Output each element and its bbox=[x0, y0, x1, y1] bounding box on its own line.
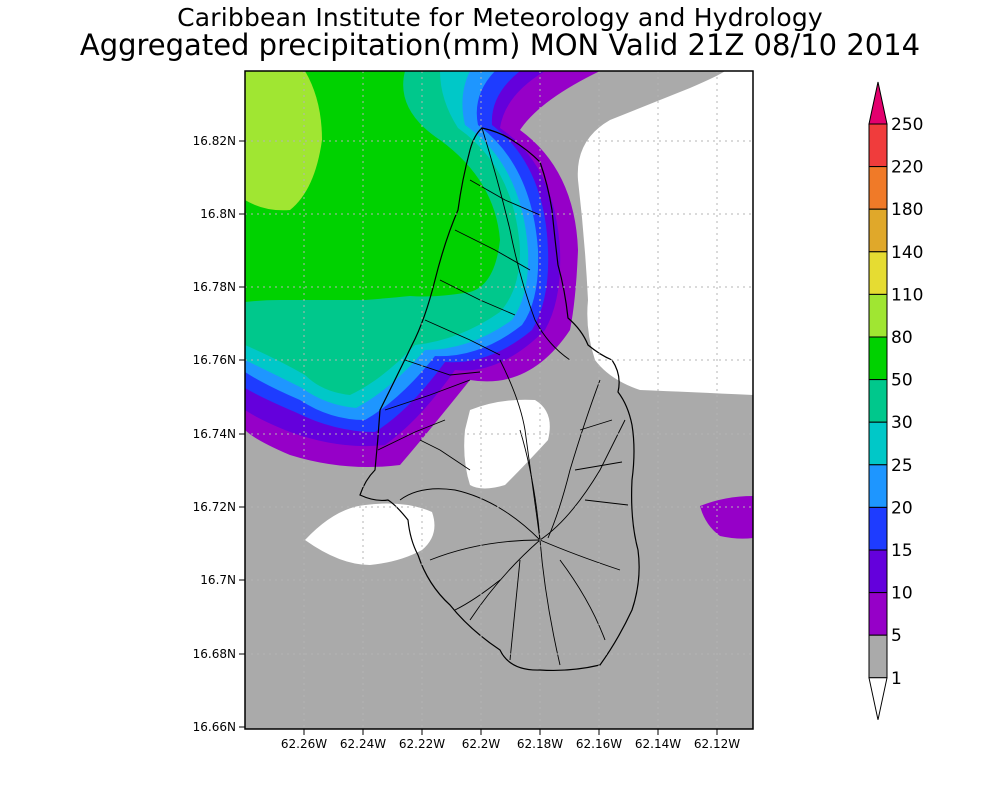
lat-tick-label: 16.78N bbox=[193, 280, 236, 294]
lat-tick-label: 16.7N bbox=[200, 573, 236, 587]
colorbar-label: 25 bbox=[891, 456, 913, 476]
colorbar-label: 5 bbox=[891, 626, 902, 646]
colorbar-label: 80 bbox=[891, 328, 913, 348]
island-coastline bbox=[359, 127, 640, 672]
latitude-axis: 16.82N 16.8N 16.78N 16.76N 16.74N 16.72N… bbox=[193, 134, 245, 734]
colorbar-label: 140 bbox=[891, 243, 923, 263]
colorbar-label: 180 bbox=[891, 200, 923, 220]
colorbar-label: 10 bbox=[891, 584, 913, 604]
colorbar-legend: 250 220 180 140 110 80 50 30 25 20 15 10 5 1 bbox=[868, 81, 923, 720]
longitude-axis: 62.26W 62.24W 62.22W 62.2W 62.18W 62.16W… bbox=[281, 729, 740, 751]
colorbar-label: 50 bbox=[891, 371, 913, 391]
lat-tick-label: 16.72N bbox=[193, 500, 236, 514]
lat-tick-label: 16.74N bbox=[193, 427, 236, 441]
lat-tick-label: 16.76N bbox=[193, 353, 236, 367]
colorbar-label: 110 bbox=[891, 285, 923, 305]
colorbar-label: 15 bbox=[891, 541, 913, 561]
colorbar-swatch bbox=[868, 336, 888, 381]
colorbar-label: 220 bbox=[891, 158, 923, 178]
colorbar-swatch bbox=[868, 208, 888, 253]
lat-tick-label: 16.68N bbox=[193, 647, 236, 661]
colorbar-bottom-arrow bbox=[868, 677, 888, 720]
lon-tick-label: 62.26W bbox=[281, 737, 327, 751]
precipitation-field bbox=[245, 71, 753, 729]
lon-tick-label: 62.24W bbox=[340, 737, 386, 751]
lon-tick-label: 62.18W bbox=[517, 737, 563, 751]
lon-tick-label: 62.22W bbox=[399, 737, 445, 751]
lon-tick-label: 62.12W bbox=[694, 737, 740, 751]
colorbar-top-arrow bbox=[868, 81, 888, 125]
colorbar-swatch bbox=[868, 379, 888, 423]
colorbar-label: 1 bbox=[891, 669, 902, 689]
lon-tick-label: 62.14W bbox=[635, 737, 681, 751]
band-below-1-east bbox=[577, 71, 753, 395]
colorbar-swatch bbox=[868, 592, 888, 636]
lat-tick-label: 16.8N bbox=[200, 207, 236, 221]
lon-tick-label: 62.16W bbox=[576, 737, 622, 751]
colorbar-swatch bbox=[868, 506, 888, 551]
lat-tick-label: 16.82N bbox=[193, 134, 236, 148]
colorbar-swatch bbox=[868, 549, 888, 594]
colorbar-label: 20 bbox=[891, 498, 913, 518]
map-title: Caribbean Institute for Meteorology and … bbox=[177, 3, 823, 32]
colorbar-swatch bbox=[868, 293, 888, 338]
colorbar-label: 250 bbox=[891, 115, 923, 135]
colorbar-swatch bbox=[868, 251, 888, 295]
map-subtitle: Aggregated precipitation(mm) MON Valid 2… bbox=[79, 28, 921, 62]
lat-tick-label: 16.66N bbox=[193, 720, 236, 734]
plot-frame bbox=[244, 70, 754, 730]
colorbar-swatch bbox=[868, 634, 888, 679]
band-80-110 bbox=[245, 71, 322, 211]
colorbar-swatch bbox=[868, 166, 888, 210]
grid-lines bbox=[245, 71, 753, 729]
watershed-boundaries bbox=[377, 127, 629, 666]
lon-tick-label: 62.2W bbox=[462, 737, 501, 751]
colorbar-swatch bbox=[868, 421, 888, 466]
band-below-1-west bbox=[305, 503, 435, 565]
colorbar-swatch bbox=[868, 464, 888, 508]
band-below-1-center bbox=[464, 399, 550, 489]
colorbar-label: 30 bbox=[891, 413, 913, 433]
colorbar-swatch bbox=[868, 123, 888, 168]
